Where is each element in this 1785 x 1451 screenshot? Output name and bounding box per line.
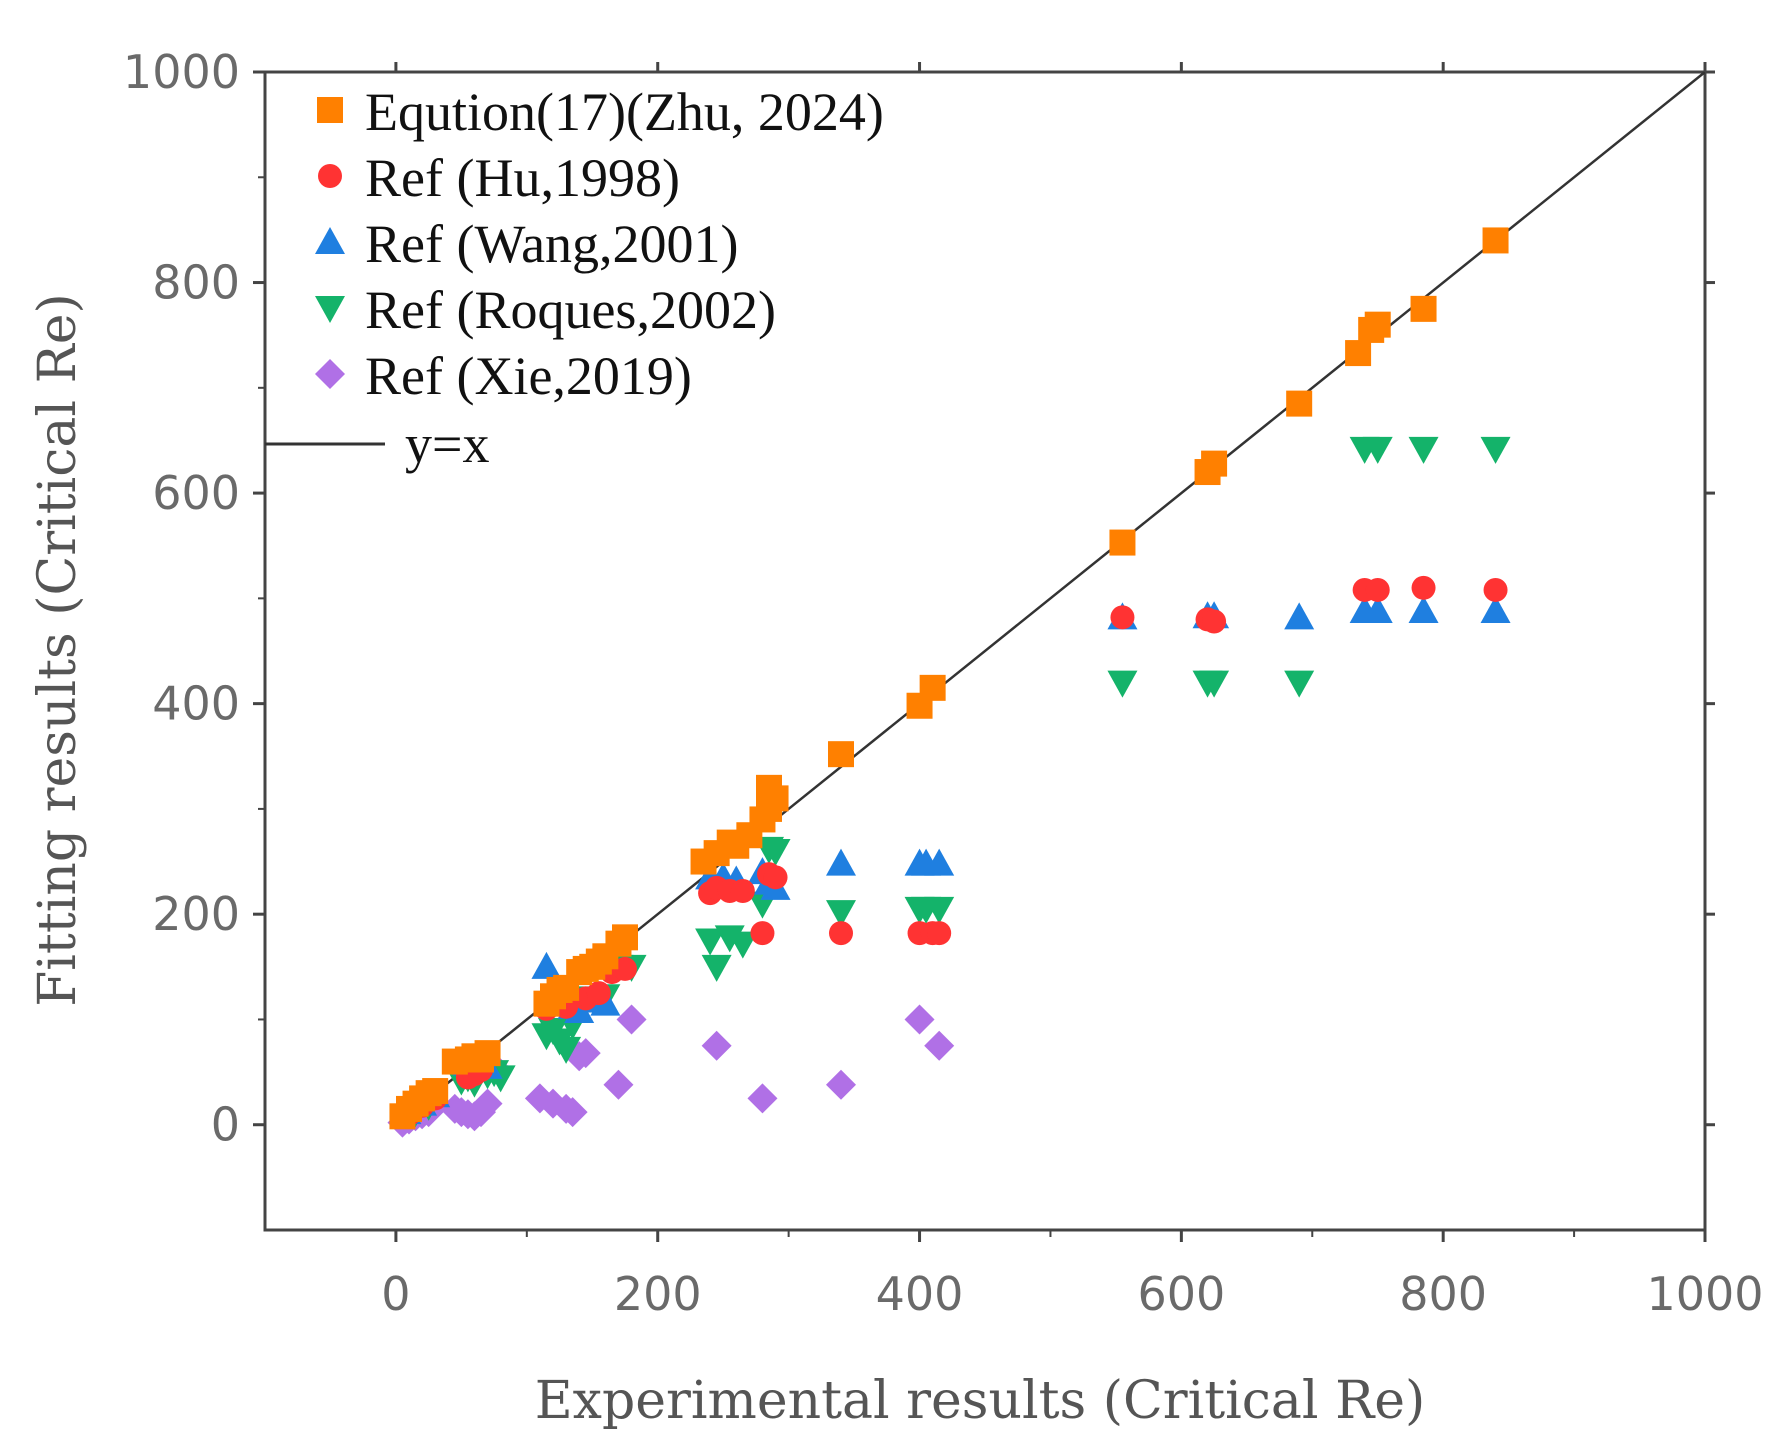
data-point — [1480, 595, 1511, 623]
x-axis-title: Experimental results (Critical Re) — [535, 1371, 1426, 1431]
data-marks — [387, 71, 1706, 1138]
data-point — [1411, 575, 1436, 600]
data-point — [1410, 295, 1437, 322]
series-eqution-17-zhu-2024 — [389, 227, 1509, 1130]
data-point — [612, 924, 638, 951]
data-point — [1408, 436, 1439, 464]
data-point — [1365, 577, 1390, 602]
data-point — [730, 879, 755, 904]
plot-area — [263, 70, 1707, 1232]
data-point — [1483, 577, 1508, 602]
data-point — [695, 928, 726, 956]
y-tick-label: 0 — [211, 1098, 240, 1152]
data-point — [701, 954, 732, 982]
data-point — [747, 1083, 778, 1114]
data-point — [826, 900, 856, 928]
legend-marker — [315, 359, 345, 389]
data-point — [1364, 311, 1391, 338]
legend-label: Ref (Roques,2002) — [365, 280, 776, 340]
x-tick-label: 600 — [1137, 1267, 1225, 1321]
data-point — [826, 848, 856, 876]
data-point — [727, 931, 758, 959]
data-point — [1107, 670, 1138, 698]
data-point — [422, 1078, 449, 1105]
data-point — [586, 981, 611, 1006]
data-point — [1202, 609, 1227, 634]
data-point — [924, 896, 955, 924]
x-tick-label: 200 — [614, 1267, 702, 1321]
data-point — [603, 1069, 634, 1100]
data-point — [826, 1069, 856, 1100]
data-point — [570, 1038, 601, 1069]
data-point — [551, 1036, 582, 1064]
data-point — [1362, 595, 1393, 623]
data-point — [531, 951, 562, 979]
data-point — [1345, 340, 1372, 367]
data-point — [760, 839, 791, 867]
data-point — [763, 865, 788, 890]
data-point — [1286, 390, 1313, 417]
y-tick-label: 600 — [152, 466, 240, 520]
y-tick-label: 200 — [152, 887, 240, 941]
legend-marker — [318, 164, 342, 188]
data-point — [1482, 227, 1509, 254]
data-point — [1201, 450, 1228, 477]
data-point — [919, 674, 946, 701]
data-point — [1362, 436, 1393, 464]
data-point — [1284, 602, 1315, 630]
legend-marker — [315, 296, 345, 323]
data-point — [924, 848, 955, 876]
axis-ticks: 0 200 400 600 800 1000 0 200 400 600 800 1000 — [123, 45, 1764, 1321]
series-ref-roques-2002 — [400, 436, 1511, 1128]
y-tick-label: 800 — [152, 256, 240, 310]
legend-label: Ref (Wang,2001) — [365, 214, 739, 274]
data-point — [829, 921, 853, 946]
data-point — [474, 1040, 501, 1067]
legend-label: y=x — [405, 414, 489, 474]
data-point — [1110, 605, 1135, 630]
x-tick-label: 400 — [876, 1267, 964, 1321]
y-axis-title: Fitting results (Critical Re) — [28, 293, 88, 1007]
data-point — [613, 956, 637, 981]
x-tick-label: 800 — [1399, 1267, 1487, 1321]
legend-label: Eqution(17)(Zhu, 2024) — [365, 82, 884, 142]
legend: Eqution(17)(Zhu, 2024)Ref (Hu,1998)Ref (… — [265, 82, 884, 474]
legend-label: Ref (Xie,2019) — [365, 346, 692, 406]
data-point — [762, 785, 789, 812]
x-tick-label: 1000 — [1646, 1267, 1763, 1321]
data-point — [701, 1030, 732, 1061]
data-point — [924, 1030, 955, 1061]
data-point — [472, 1088, 503, 1119]
legend-label: Ref (Hu,1998) — [365, 148, 680, 208]
data-point — [904, 1004, 935, 1035]
x-tick-label: 0 — [381, 1267, 410, 1321]
data-point — [1199, 670, 1230, 698]
data-point — [616, 1004, 647, 1035]
data-point — [750, 921, 775, 946]
legend-marker — [317, 97, 343, 123]
y-tick-label: 1000 — [123, 45, 240, 99]
legend-marker — [315, 227, 345, 254]
data-point — [1408, 595, 1439, 623]
data-point — [1480, 436, 1511, 464]
plot-border — [263, 70, 1707, 1232]
data-point — [557, 1097, 588, 1128]
y-tick-label: 400 — [152, 677, 240, 731]
data-point — [927, 921, 952, 946]
data-point — [1109, 529, 1136, 556]
data-point — [1284, 670, 1315, 698]
data-point — [828, 741, 854, 768]
